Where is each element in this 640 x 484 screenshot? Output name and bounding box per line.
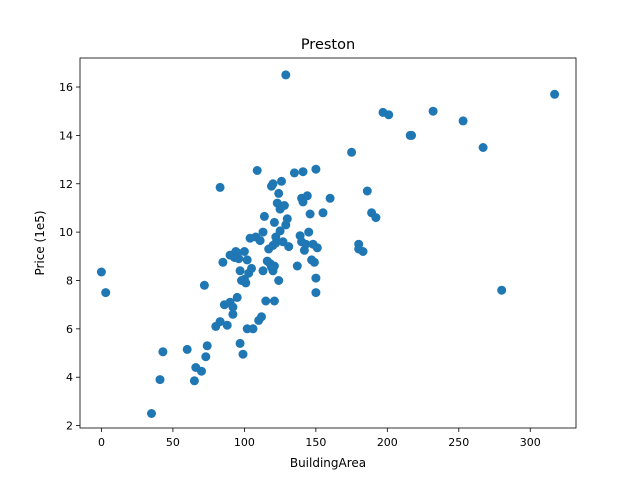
data-point bbox=[222, 320, 232, 330]
data-point bbox=[305, 209, 315, 219]
data-point bbox=[252, 166, 262, 175]
y-tick-label: 16 bbox=[59, 81, 73, 94]
x-axis-ticks: 0 50 100 150 200 250 300 bbox=[98, 428, 541, 449]
data-point bbox=[248, 324, 258, 334]
data-point bbox=[239, 247, 249, 256]
x-tick-label: 0 bbox=[98, 436, 105, 449]
data-point bbox=[218, 257, 228, 267]
data-point bbox=[101, 288, 111, 298]
data-point bbox=[298, 167, 308, 177]
data-point bbox=[189, 376, 199, 386]
data-point bbox=[277, 176, 286, 186]
data-point bbox=[215, 182, 225, 192]
points-layer bbox=[96, 70, 560, 418]
chart-title: Preston bbox=[301, 37, 355, 53]
data-point bbox=[550, 89, 560, 99]
data-point bbox=[201, 352, 211, 362]
x-axis-label: BuildingArea bbox=[290, 456, 366, 470]
data-point bbox=[234, 254, 244, 264]
data-point bbox=[318, 208, 328, 218]
plot-area bbox=[80, 58, 576, 428]
data-point bbox=[304, 227, 314, 237]
data-point bbox=[428, 106, 438, 116]
data-point bbox=[497, 285, 507, 295]
y-axis-ticks: 2 4 6 8 10 12 14 16 bbox=[59, 81, 80, 433]
data-point bbox=[199, 280, 209, 290]
x-tick-label: 250 bbox=[448, 436, 469, 449]
data-point bbox=[215, 317, 225, 327]
data-point bbox=[275, 226, 285, 236]
data-point bbox=[292, 261, 302, 271]
x-tick-label: 200 bbox=[377, 436, 398, 449]
data-point bbox=[478, 143, 488, 152]
data-point bbox=[158, 347, 168, 357]
data-point bbox=[202, 341, 212, 351]
data-point bbox=[311, 288, 321, 298]
data-point bbox=[241, 278, 251, 288]
x-tick-label: 300 bbox=[520, 436, 541, 449]
data-point bbox=[274, 276, 284, 285]
y-tick-label: 14 bbox=[59, 129, 73, 142]
data-point bbox=[228, 309, 238, 319]
x-tick-label: 150 bbox=[305, 436, 326, 449]
data-point bbox=[279, 201, 289, 210]
data-point bbox=[258, 266, 268, 276]
data-point bbox=[311, 164, 321, 174]
data-point bbox=[289, 168, 299, 178]
data-point bbox=[271, 238, 281, 248]
y-tick-label: 12 bbox=[59, 178, 73, 191]
y-tick-label: 2 bbox=[66, 420, 73, 433]
data-point bbox=[228, 302, 238, 312]
data-point bbox=[238, 349, 248, 359]
data-point bbox=[407, 130, 417, 140]
y-axis-label: Price (1e5) bbox=[33, 210, 47, 275]
data-point bbox=[311, 273, 321, 283]
data-point bbox=[371, 213, 381, 223]
y-tick-label: 4 bbox=[66, 371, 73, 384]
y-tick-label: 8 bbox=[66, 274, 73, 287]
data-point bbox=[147, 409, 156, 418]
data-point bbox=[155, 375, 165, 385]
data-point bbox=[284, 242, 294, 252]
data-point bbox=[384, 110, 394, 120]
data-point bbox=[309, 257, 319, 267]
data-point bbox=[268, 179, 278, 189]
data-point bbox=[197, 366, 206, 376]
data-point bbox=[257, 312, 266, 322]
data-point bbox=[235, 338, 245, 348]
data-point bbox=[282, 214, 292, 224]
x-tick-label: 100 bbox=[234, 436, 255, 449]
data-point bbox=[358, 247, 368, 256]
data-point bbox=[302, 191, 312, 201]
data-point bbox=[242, 255, 252, 265]
data-point bbox=[255, 236, 265, 246]
data-point bbox=[274, 188, 284, 198]
x-tick-label: 50 bbox=[166, 436, 180, 449]
data-point bbox=[96, 267, 106, 277]
data-point bbox=[182, 344, 192, 354]
data-point bbox=[269, 296, 279, 306]
data-point bbox=[458, 116, 468, 126]
data-point bbox=[347, 147, 357, 157]
data-point bbox=[301, 239, 311, 249]
data-point bbox=[325, 193, 335, 203]
data-point bbox=[362, 186, 372, 196]
y-tick-label: 10 bbox=[59, 226, 73, 239]
data-point bbox=[258, 227, 268, 237]
plot-frame bbox=[79, 57, 577, 429]
data-point bbox=[312, 243, 322, 253]
data-point bbox=[261, 296, 271, 306]
data-point bbox=[269, 217, 279, 227]
data-point bbox=[259, 211, 269, 221]
data-point bbox=[232, 292, 242, 302]
y-tick-label: 6 bbox=[66, 323, 73, 336]
data-point bbox=[247, 263, 256, 273]
data-point bbox=[269, 261, 279, 271]
data-point bbox=[235, 266, 245, 276]
data-point bbox=[281, 70, 291, 80]
